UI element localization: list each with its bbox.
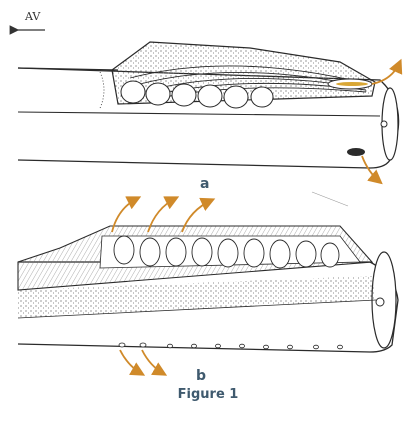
- direction-label: AV: [25, 10, 41, 23]
- pore-a: [347, 148, 365, 156]
- outflow-arrow-icon: [111, 196, 216, 376]
- figure-caption: Figure 1: [177, 387, 239, 402]
- outflow-arrow-icon: [361, 58, 403, 185]
- panel-a-label: a: [200, 176, 210, 192]
- panel-b-diagram: [17, 196, 399, 376]
- panel-a-diagram: [17, 41, 403, 185]
- ventral-pores-b: [118, 342, 343, 350]
- panel-b-label: b: [196, 368, 207, 384]
